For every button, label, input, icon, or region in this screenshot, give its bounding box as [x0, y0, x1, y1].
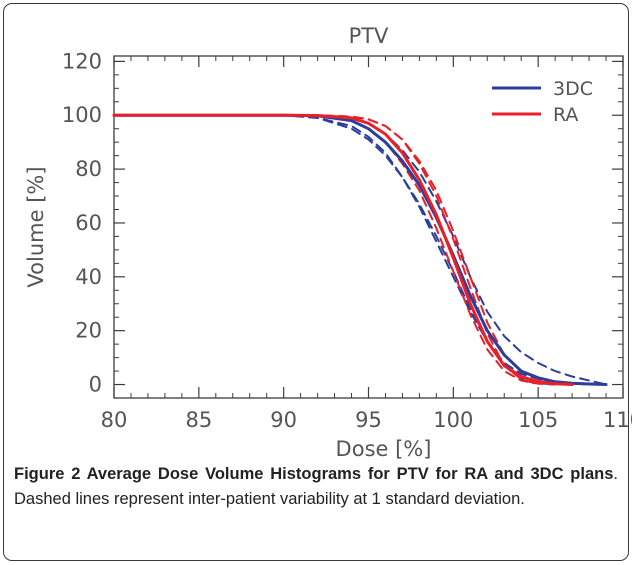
series-sd-line: [113, 114, 557, 386]
y-tick-label: 80: [75, 157, 102, 181]
series-sd-line: [113, 114, 557, 386]
x-tick-label: 105: [518, 408, 558, 432]
chart-title: PTV: [349, 24, 389, 48]
figure-frame: [3, 3, 629, 561]
figure-caption: Figure 2 Average Dose Volume Histograms …: [14, 462, 618, 512]
dvh-chart: PTV 80 85 90 95 100 105 110 0 20 40 60 80 100 120 Dose …: [24, 24, 632, 460]
caption-title: Average Dose Volume Histograms for PTV f…: [80, 465, 614, 483]
legend-label: 3DC: [553, 78, 593, 100]
x-tick-label: 80: [101, 408, 128, 432]
y-tick-label: 0: [89, 373, 102, 397]
y-tick-label: 100: [62, 103, 102, 127]
x-tick-label: 100: [433, 408, 473, 432]
y-tick-label: 20: [75, 319, 102, 343]
y-tick-label: 120: [62, 49, 102, 73]
y-tick-label: 60: [75, 211, 102, 235]
series-line: [112, 113, 608, 386]
x-tick-label: 85: [185, 408, 212, 432]
series-line: [112, 113, 574, 386]
series-sd-line: [113, 114, 574, 386]
x-tick-label: 110: [603, 408, 632, 432]
y-axis-label: Volume [%]: [24, 166, 48, 287]
x-axis-label: Dose [%]: [336, 437, 432, 460]
caption-text: . Dashed lines represent inter-patient v…: [14, 465, 618, 508]
legend-label: RA: [553, 104, 578, 126]
series-sd-line: [113, 114, 607, 386]
series-sd-line: [113, 114, 540, 386]
y-tick-label: 40: [75, 265, 102, 289]
plot-frame: [113, 55, 624, 399]
caption-label: Figure 2: [14, 465, 81, 483]
series-sd-line: [113, 114, 607, 386]
x-tick-label: 90: [270, 408, 297, 432]
x-tick-label: 95: [355, 408, 382, 432]
